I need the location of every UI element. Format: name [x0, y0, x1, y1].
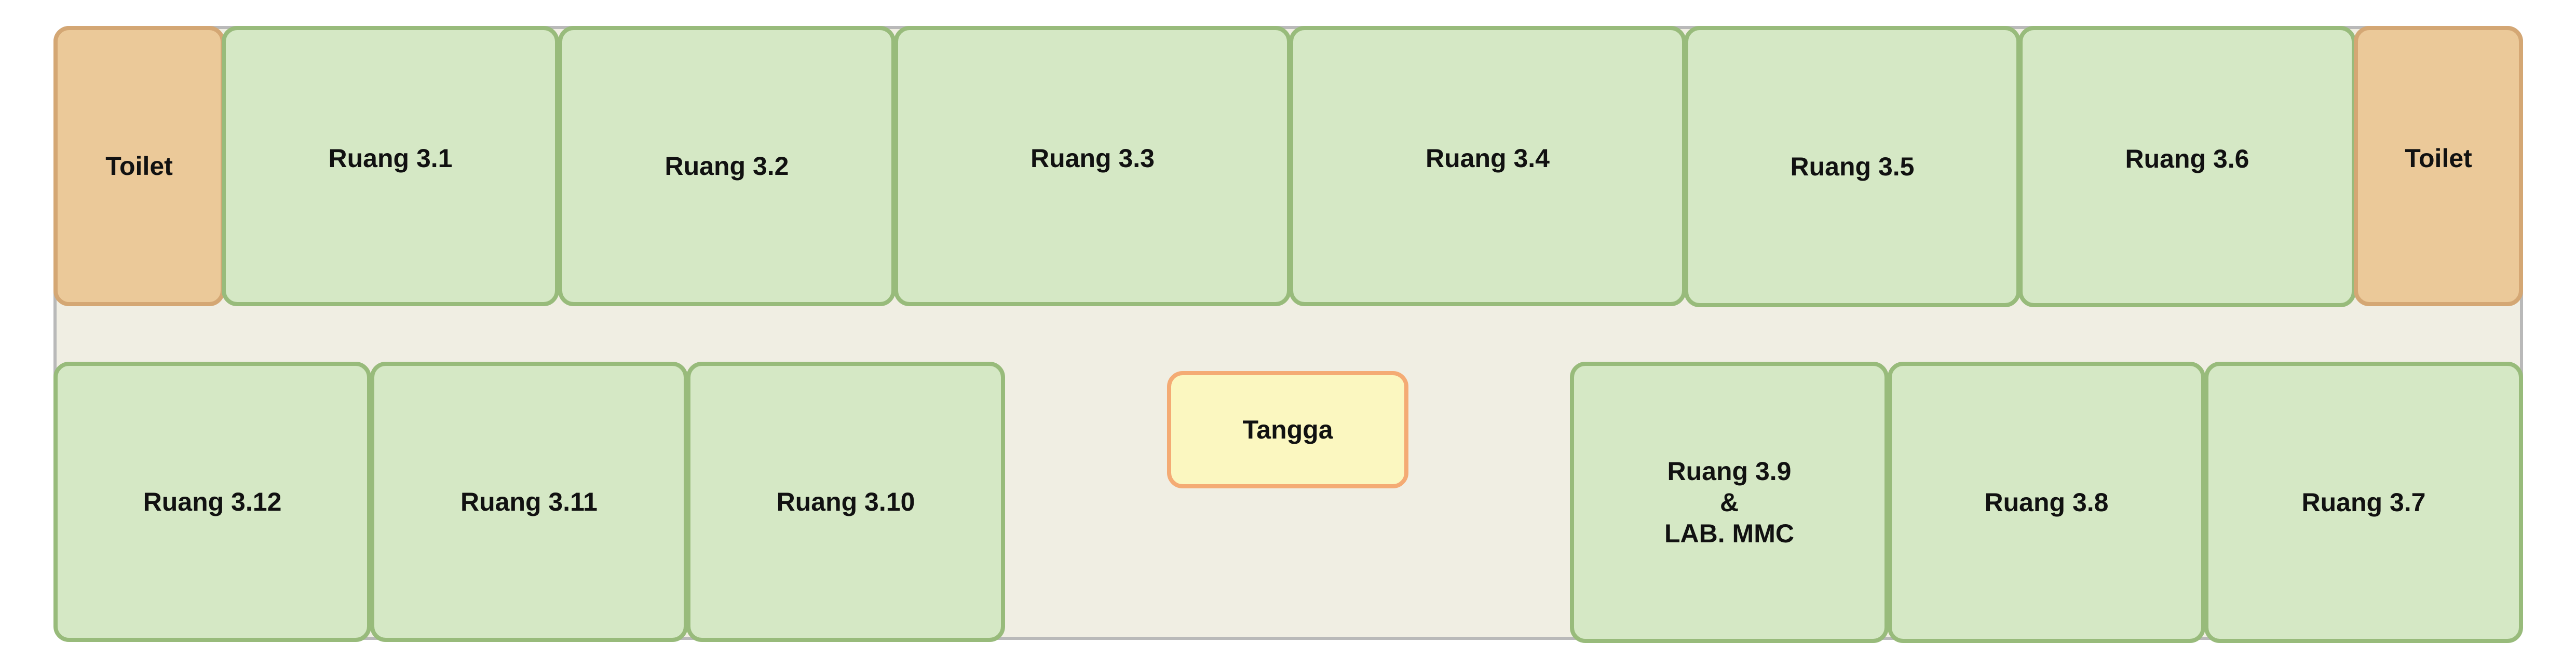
room-3-10[interactable]: Ruang 3.10	[686, 362, 1005, 642]
room-3-7[interactable]: Ruang 3.7	[2204, 362, 2523, 643]
stairs[interactable]: Tangga	[1167, 371, 1408, 488]
room-3-11[interactable]: Ruang 3.11	[370, 362, 688, 642]
room-3-4[interactable]: Ruang 3.4	[1289, 26, 1686, 306]
toilet-right[interactable]: Toilet	[2354, 26, 2523, 306]
room-3-2[interactable]: Ruang 3.2	[558, 26, 896, 306]
room-3-8[interactable]: Ruang 3.8	[1888, 362, 2205, 643]
room-3-12[interactable]: Ruang 3.12	[53, 362, 371, 642]
room-3-6[interactable]: Ruang 3.6	[2018, 26, 2356, 307]
room-3-1[interactable]: Ruang 3.1	[222, 26, 559, 306]
room-3-3[interactable]: Ruang 3.3	[894, 26, 1291, 306]
toilet-left[interactable]: Toilet	[53, 26, 225, 306]
room-3-5[interactable]: Ruang 3.5	[1684, 26, 2021, 307]
room-3-9-lab-mmc[interactable]: Ruang 3.9 & LAB. MMC	[1570, 362, 1889, 643]
